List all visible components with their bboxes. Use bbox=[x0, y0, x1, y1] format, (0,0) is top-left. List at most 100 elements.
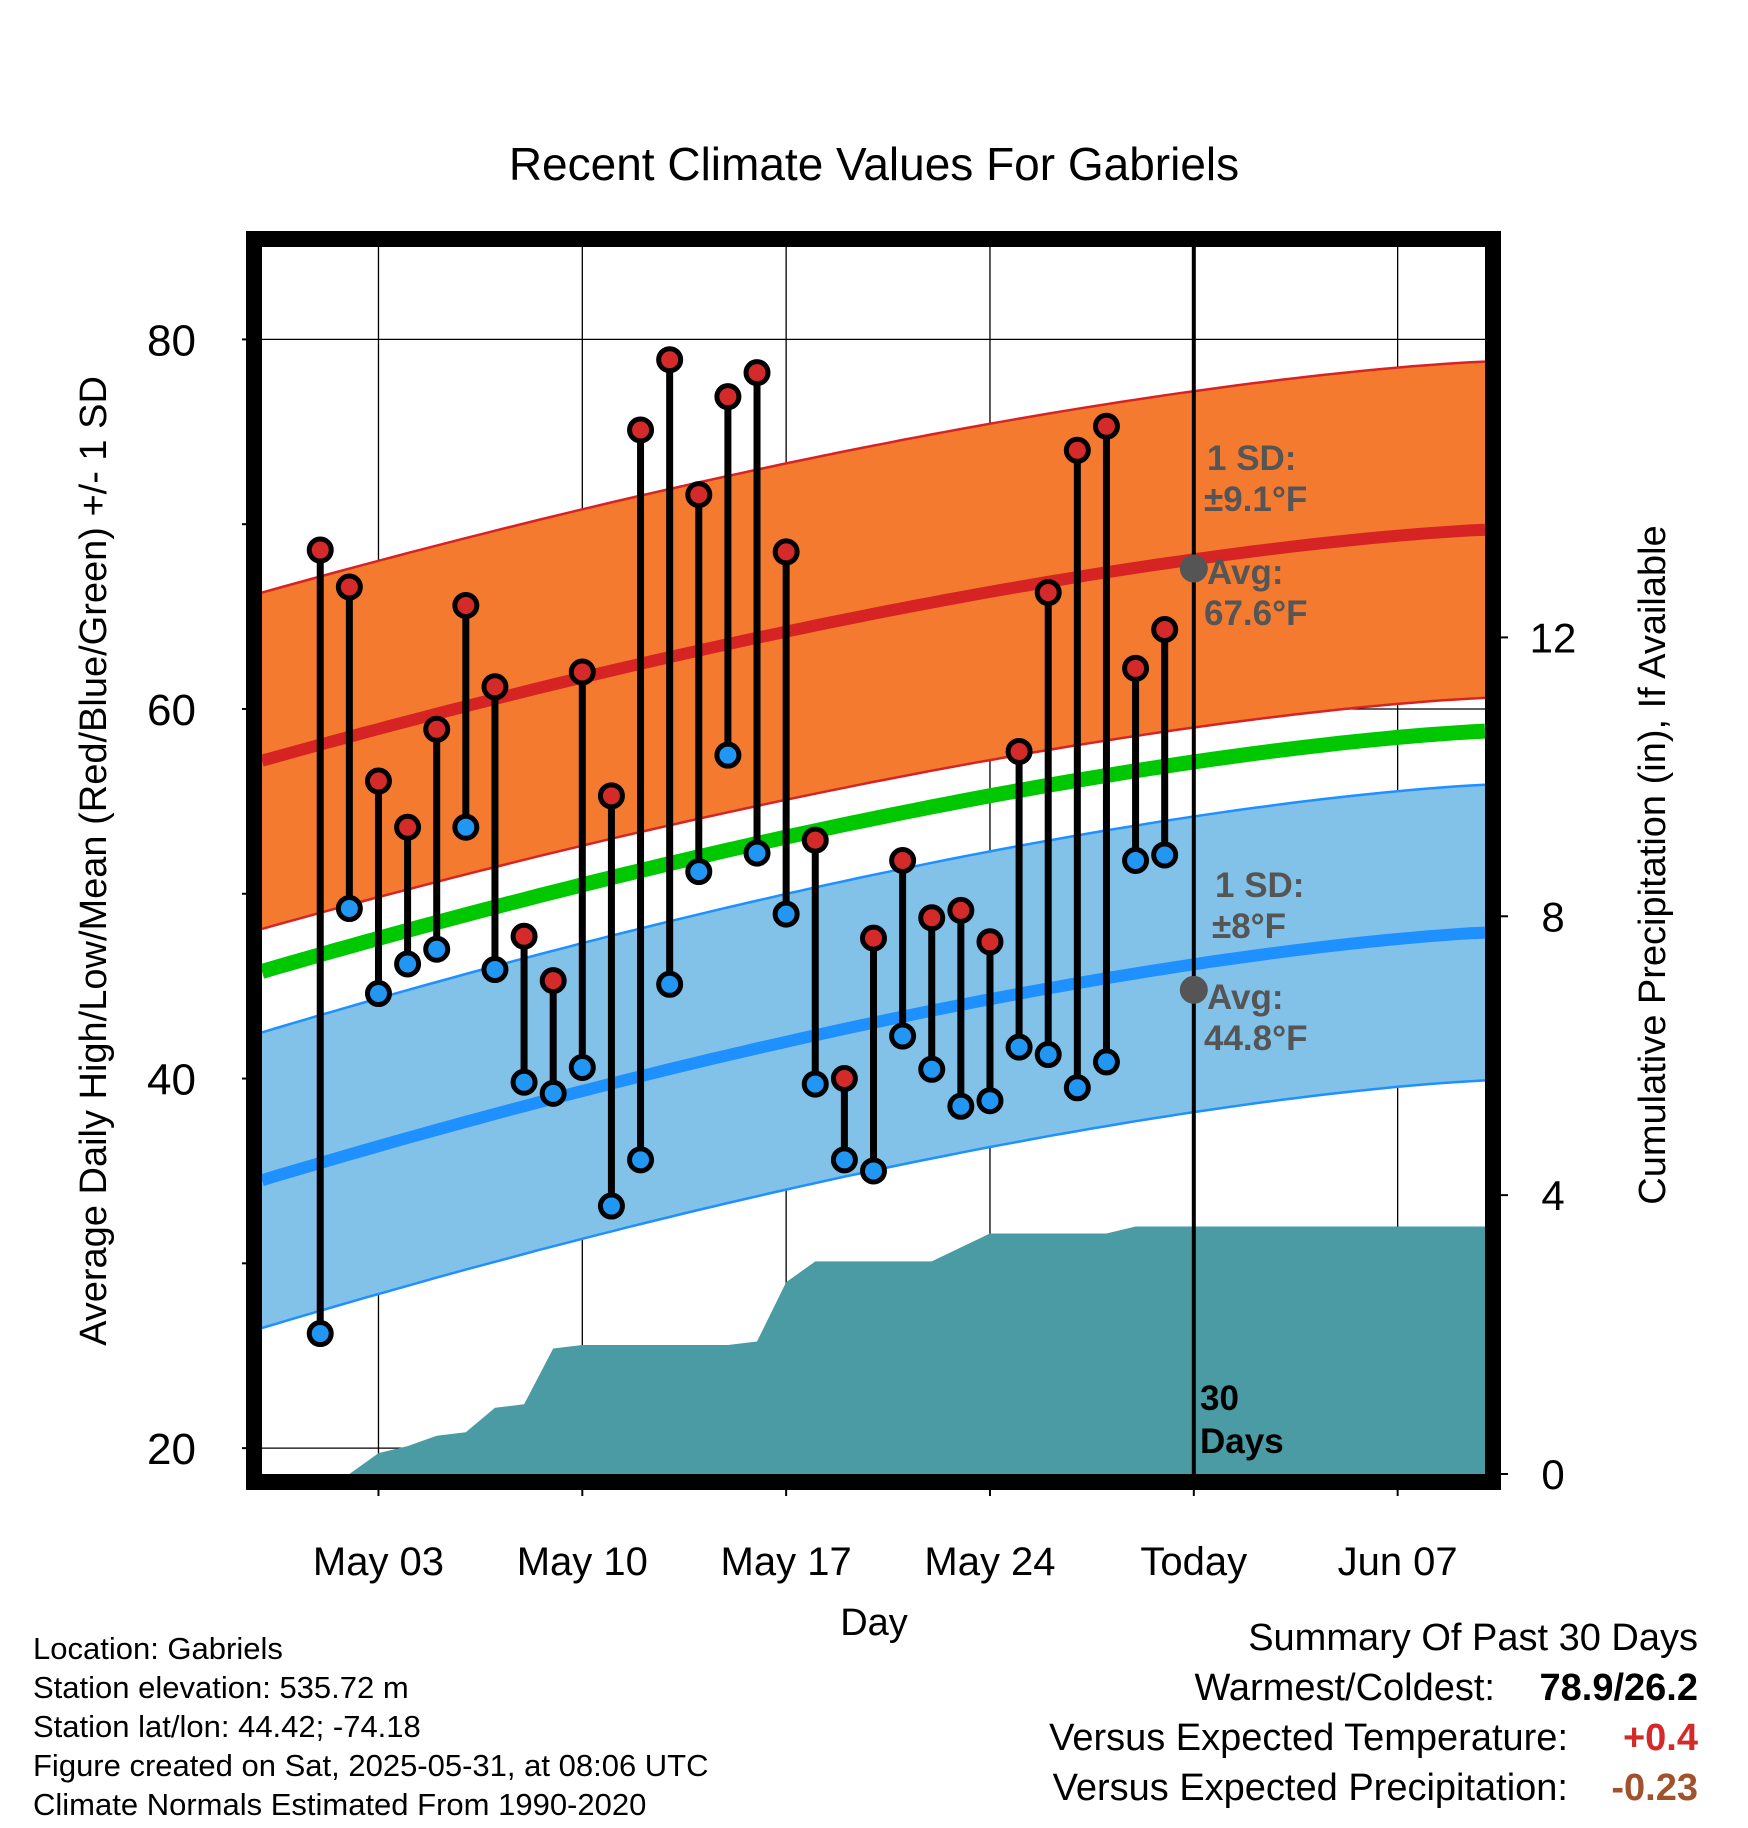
summary-temp-value: +0.4 bbox=[1623, 1717, 1698, 1759]
y2-tick-label: 4 bbox=[1541, 1172, 1564, 1219]
daily-high-point bbox=[510, 922, 538, 950]
station-info: Location: Gabriels Station elevation: 53… bbox=[33, 1631, 709, 1822]
daily-low-point bbox=[306, 1320, 334, 1348]
x-tick-label: May 10 bbox=[517, 1540, 648, 1584]
daily-low-point bbox=[976, 1087, 1004, 1115]
daily-low-point bbox=[830, 1146, 858, 1174]
daily-low-point bbox=[423, 935, 451, 963]
summary-precip-value: -0.23 bbox=[1611, 1767, 1698, 1809]
daily-high-point bbox=[947, 896, 975, 924]
daily-high-point bbox=[976, 928, 1004, 956]
daily-high-point bbox=[1092, 412, 1120, 440]
info-elevation: Station elevation: 535.72 m bbox=[33, 1670, 409, 1705]
daily-high-point bbox=[335, 573, 363, 601]
summary-warmest-value: 78.9/26.2 bbox=[1540, 1667, 1698, 1709]
low-avg-value: 44.8°F bbox=[1204, 1019, 1308, 1058]
y-tick-label: 20 bbox=[147, 1425, 196, 1474]
high-sd-label: 1 SD: bbox=[1207, 439, 1296, 478]
daily-low-point bbox=[364, 980, 392, 1008]
daily-high-point bbox=[656, 346, 684, 374]
y-tick-label: 40 bbox=[147, 1056, 196, 1105]
daily-high-point bbox=[1063, 436, 1091, 464]
high-avg-label: Avg: bbox=[1207, 553, 1283, 592]
daily-high-point bbox=[801, 826, 829, 854]
info-normals: Climate Normals Estimated From 1990-2020 bbox=[33, 1787, 646, 1822]
axes: 20 40 60 80 0 4 8 12 May 03 May 10 May 17 May 24 Tod… bbox=[147, 316, 1576, 1584]
daily-low-point bbox=[801, 1070, 829, 1098]
x-tick-label: Jun 07 bbox=[1338, 1540, 1458, 1584]
daily-range-bars bbox=[306, 346, 1179, 1348]
low-sd-value: ±8°F bbox=[1212, 907, 1286, 946]
daily-high-point bbox=[860, 924, 887, 952]
daily-low-point bbox=[772, 900, 800, 928]
daily-low-point bbox=[452, 813, 480, 841]
daily-low-point bbox=[685, 858, 713, 886]
daily-high-point bbox=[714, 383, 742, 411]
daily-high-point bbox=[481, 673, 509, 701]
info-location: Location: Gabriels bbox=[33, 1631, 283, 1666]
daily-high-point bbox=[423, 715, 451, 743]
summary-warmest-label: Warmest/Coldest: bbox=[1194, 1667, 1495, 1709]
x-tick-label: May 17 bbox=[721, 1540, 852, 1584]
y2-axis-label: Cumulative Precipitation (in), If Availa… bbox=[1632, 525, 1674, 1204]
x-tick-label: May 03 bbox=[313, 1540, 444, 1584]
low-avg-label: Avg: bbox=[1207, 978, 1283, 1017]
daily-high-point bbox=[772, 538, 800, 566]
daily-high-point bbox=[889, 847, 917, 874]
high-sd-lower-edge bbox=[261, 696, 1486, 931]
daily-high-point bbox=[452, 591, 480, 619]
daily-low-point bbox=[947, 1092, 975, 1120]
y2-tick-label: 8 bbox=[1541, 893, 1564, 940]
daily-low-point bbox=[335, 895, 363, 923]
info-created: Figure created on Sat, 2025-05-31, at 08… bbox=[33, 1748, 709, 1783]
daily-low-point bbox=[1151, 841, 1179, 869]
daily-high-point bbox=[1122, 654, 1150, 682]
x-tick-label: Today bbox=[1140, 1540, 1247, 1584]
summary-panel: Summary Of Past 30 Days Warmest/Coldest:… bbox=[1049, 1617, 1698, 1809]
high-sd-value: ±9.1°F bbox=[1204, 480, 1307, 519]
daily-low-point bbox=[1063, 1074, 1091, 1102]
daily-low-point bbox=[539, 1079, 567, 1107]
daily-high-point bbox=[539, 967, 567, 995]
high-avg-value: 67.6°F bbox=[1204, 594, 1308, 633]
info-latlon: Station lat/lon: 44.42; -74.18 bbox=[33, 1709, 421, 1744]
daily-low-point bbox=[714, 741, 742, 769]
daily-high-point bbox=[597, 782, 625, 810]
high-sd-upper-edge bbox=[261, 360, 1486, 594]
chart-title: Recent Climate Values For Gabriels bbox=[509, 138, 1239, 190]
daily-high-point bbox=[568, 658, 596, 686]
daily-low-point bbox=[1034, 1041, 1062, 1069]
summary-title: Summary Of Past 30 Days bbox=[1248, 1617, 1698, 1659]
low-sd-label: 1 SD: bbox=[1215, 866, 1304, 905]
daily-high-point bbox=[1151, 616, 1179, 644]
daily-high-point bbox=[364, 767, 392, 795]
daily-low-point bbox=[481, 956, 509, 984]
daily-low-point bbox=[743, 839, 771, 867]
days-word-label: Days bbox=[1200, 1422, 1284, 1461]
low-avg-today-dot bbox=[1179, 975, 1208, 1004]
daily-low-point bbox=[1092, 1048, 1120, 1076]
daily-low-point bbox=[394, 950, 422, 978]
plot-frame bbox=[246, 231, 1501, 1490]
high-avg-today-dot bbox=[1179, 554, 1208, 583]
daily-high-point bbox=[394, 813, 422, 841]
daily-low-point bbox=[656, 970, 684, 998]
daily-low-point bbox=[1005, 1033, 1033, 1061]
daily-high-point bbox=[918, 904, 946, 932]
precipitation-area bbox=[349, 1226, 1485, 1474]
daily-high-point bbox=[1005, 737, 1033, 765]
daily-high-point bbox=[627, 416, 655, 444]
daily-low-point bbox=[510, 1068, 538, 1096]
y2-tick-label: 0 bbox=[1541, 1451, 1564, 1498]
daily-low-point bbox=[918, 1055, 946, 1083]
x-axis-label: Day bbox=[840, 1602, 908, 1644]
daily-low-point bbox=[627, 1146, 655, 1174]
daily-low-point bbox=[1122, 847, 1150, 874]
summary-temp-label: Versus Expected Temperature: bbox=[1049, 1717, 1568, 1759]
daily-high-point bbox=[743, 359, 771, 387]
mean-normal-line bbox=[259, 723, 1486, 979]
daily-low-point bbox=[597, 1192, 625, 1220]
y-tick-label: 60 bbox=[147, 686, 196, 735]
